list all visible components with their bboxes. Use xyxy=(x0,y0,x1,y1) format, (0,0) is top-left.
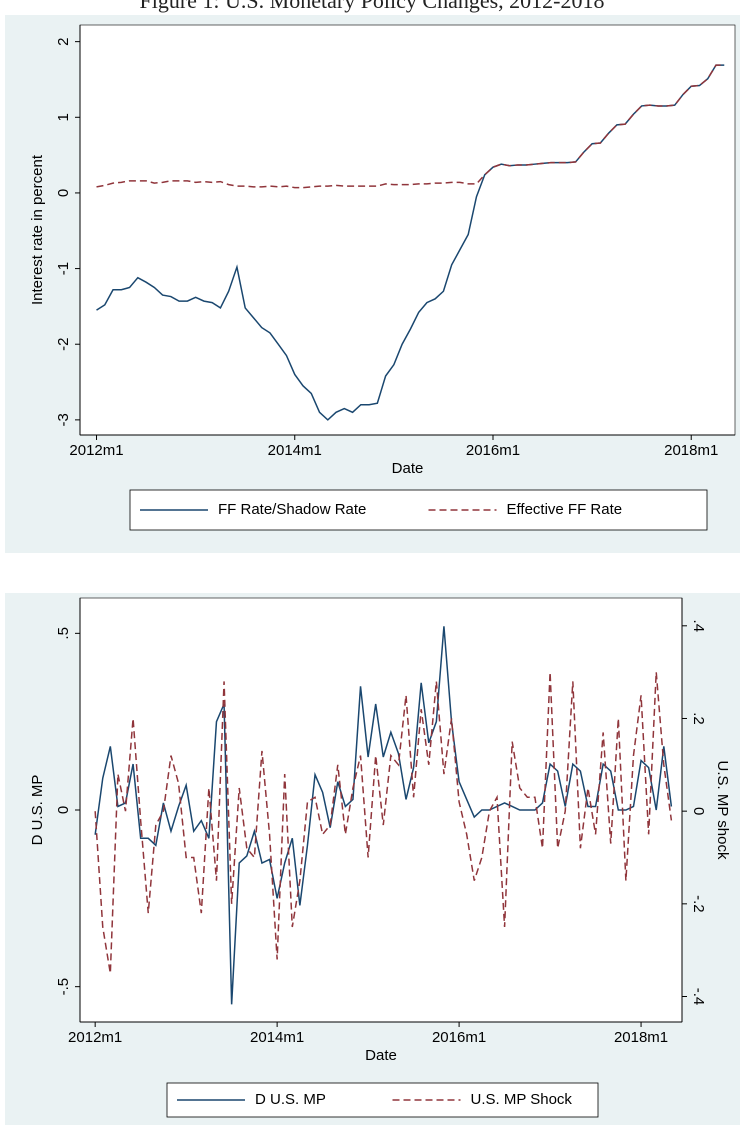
y-axis-title: D U.S. MP xyxy=(29,775,46,846)
y2-axis-title: U.S. MP shock xyxy=(714,761,731,860)
y2-tick-label: .2 xyxy=(690,712,707,725)
y2-tick-label: -.2 xyxy=(690,895,707,913)
y2-tick-label: -.4 xyxy=(690,988,707,1006)
y2-tick-label: 0 xyxy=(690,807,707,815)
x-tick-label: 2016m1 xyxy=(466,442,520,459)
x-tick-label: 2018m1 xyxy=(614,1029,668,1046)
legend-label: U.S. MP Shock xyxy=(471,1091,573,1108)
figure-title: Figure 1: U.S. Monetary Policy Changes, … xyxy=(139,0,604,13)
x-tick-label: 2012m1 xyxy=(69,442,123,459)
y-tick-label: 1 xyxy=(55,113,72,121)
y-tick-label: -3 xyxy=(55,413,72,426)
plot-area xyxy=(79,597,683,1023)
y-axis-title: Interest rate in percent xyxy=(29,154,46,305)
y-tick-label: 0 xyxy=(55,189,72,197)
x-tick-label: 2014m1 xyxy=(250,1029,304,1046)
y-tick-label: -2 xyxy=(55,338,72,351)
y-tick-label: 0 xyxy=(55,806,72,814)
x-tick-label: 2014m1 xyxy=(268,442,322,459)
legend-label: D U.S. MP xyxy=(255,1091,326,1108)
x-tick-label: 2018m1 xyxy=(664,442,718,459)
plot-area xyxy=(79,24,736,436)
y-tick-label: -.5 xyxy=(55,978,72,996)
legend-box xyxy=(129,489,708,531)
y-tick-label: .5 xyxy=(55,627,72,640)
legend-label: FF Rate/Shadow Rate xyxy=(218,501,366,518)
series-line xyxy=(94,672,673,974)
y-tick-label: 2 xyxy=(55,37,72,45)
series-line xyxy=(96,64,725,189)
x-tick-label: 2016m1 xyxy=(432,1029,486,1046)
y-tick-label: -1 xyxy=(55,262,72,275)
series-line xyxy=(94,626,673,1005)
legend-label: Effective FF Rate xyxy=(507,501,623,518)
x-tick-label: 2012m1 xyxy=(68,1029,122,1046)
x-axis-title: Date xyxy=(365,1047,397,1064)
y2-tick-label: .4 xyxy=(690,620,707,633)
x-axis-title: Date xyxy=(392,460,424,477)
